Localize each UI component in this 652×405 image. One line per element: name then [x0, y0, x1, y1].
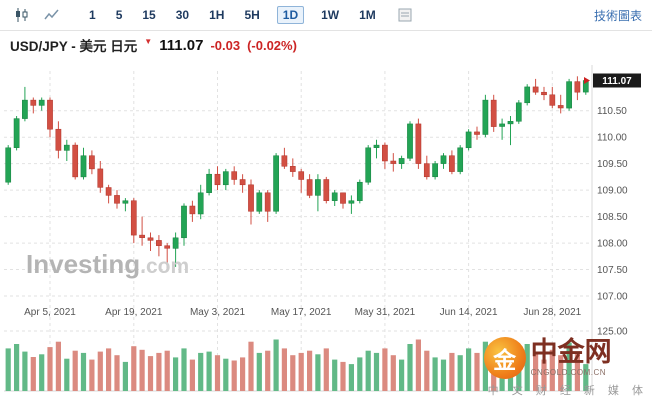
- svg-text:107.00: 107.00: [597, 292, 628, 303]
- timeframe-30m[interactable]: 30: [175, 8, 190, 22]
- last-price: 111.07: [159, 36, 204, 54]
- chart-area: 110.50 110.00 109.50 109.00 108.50 108.00 107.…: [0, 59, 652, 405]
- svg-text:May 3, 2021: May 3, 2021: [190, 307, 245, 318]
- svg-text:Jun 28, 2021: Jun 28, 2021: [523, 307, 581, 318]
- svg-text:Apr 19, 2021: Apr 19, 2021: [105, 307, 163, 318]
- svg-text:Jun 14, 2021: Jun 14, 2021: [440, 307, 498, 318]
- chart-settings-icon: [397, 8, 413, 26]
- chart-toolbar: 1 5 15 30 1H 5H 1D 1W 1M 技術圖表: [0, 0, 652, 31]
- timeframe-group: 1 5 15 30 1H 5H 1D 1W 1M: [86, 6, 379, 24]
- svg-text:Apr 5, 2021: Apr 5, 2021: [24, 307, 76, 318]
- cngold-coin-icon: 金: [483, 337, 526, 379]
- cngold-logo: 金 中金网 CNGOLD.COM.CN 中 文 财 经 新 媒 体: [483, 337, 648, 398]
- timeframe-1m[interactable]: 1: [89, 8, 96, 22]
- svg-text:125.00: 125.00: [597, 327, 628, 338]
- candlestick-chart-type-button[interactable]: [10, 5, 34, 25]
- cngold-domain: CNGOLD.COM.CN: [530, 368, 607, 377]
- chart-settings-button[interactable]: [393, 5, 417, 25]
- svg-text:110.00: 110.00: [597, 133, 627, 144]
- timeframe-1h[interactable]: 1H: [209, 8, 225, 22]
- timeframe-1mo[interactable]: 1M: [359, 8, 376, 22]
- candlestick-chart-icon: [14, 8, 30, 26]
- timeframe-1w[interactable]: 1W: [321, 8, 340, 22]
- line-chart-type-button[interactable]: [40, 5, 64, 25]
- instrument-title: USD/JPY - 美元 日元: [10, 39, 138, 54]
- timeframe-1d[interactable]: 1D: [276, 6, 305, 24]
- candlestick-chart[interactable]: 110.50 110.00 109.50 109.00 108.50 108.00 107.…: [0, 59, 652, 405]
- svg-text:109.00: 109.00: [597, 186, 628, 197]
- timeframe-5m[interactable]: 5: [115, 8, 123, 22]
- price-change-percent: (-0.02%): [247, 37, 297, 53]
- svg-text:109.50: 109.50: [597, 159, 628, 170]
- cngold-tagline: 中 文 财 经 新 媒 体: [487, 385, 648, 397]
- down-triangle-icon: ▼: [144, 36, 153, 46]
- price-change: -0.03: [210, 37, 241, 53]
- cngold-name: 中金网: [530, 337, 612, 367]
- svg-text:107.50: 107.50: [597, 265, 628, 276]
- timeframe-15m[interactable]: 15: [142, 8, 156, 22]
- svg-text:111.07: 111.07: [602, 76, 632, 87]
- svg-text:May 17, 2021: May 17, 2021: [271, 307, 332, 318]
- technical-chart-link[interactable]: 技術圖表: [593, 8, 642, 23]
- svg-text:110.50: 110.50: [597, 106, 627, 117]
- instrument-header: USD/JPY - 美元 日元 ▼ 111.07 -0.03 (-0.02%): [0, 31, 652, 59]
- svg-text:108.00: 108.00: [597, 239, 628, 250]
- timeframe-5h[interactable]: 5H: [244, 8, 260, 22]
- line-chart-icon: [44, 9, 60, 26]
- svg-text:May 31, 2021: May 31, 2021: [355, 307, 416, 318]
- svg-text:108.50: 108.50: [597, 212, 628, 223]
